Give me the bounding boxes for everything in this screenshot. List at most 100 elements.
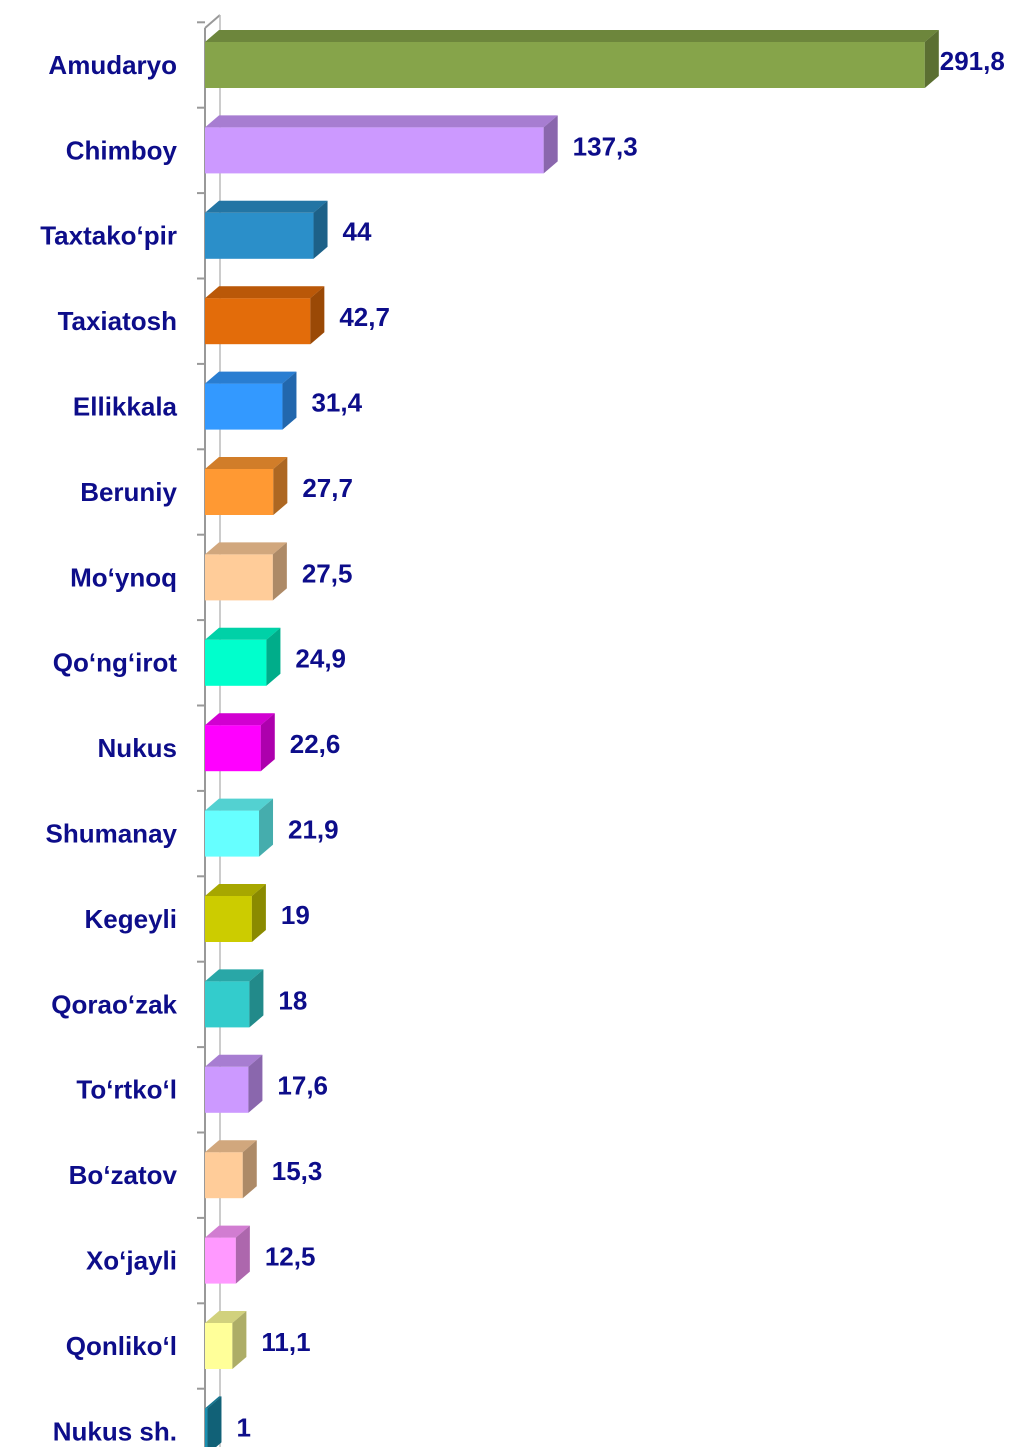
bar <box>205 42 925 88</box>
bar <box>205 554 273 601</box>
bar-top <box>205 1225 250 1238</box>
bar-side <box>249 969 264 1028</box>
bar-top-shade <box>205 30 939 42</box>
bar-side-shade <box>251 884 266 942</box>
bar-top-shade <box>205 1225 250 1238</box>
value-label: 27,7 <box>302 473 353 503</box>
value-label: 1 <box>236 1412 250 1442</box>
bar-side-shade <box>242 1140 257 1199</box>
value-label: 12,5 <box>265 1241 316 1271</box>
bar-top <box>205 1396 222 1409</box>
category-label: Nukus <box>98 733 177 763</box>
bar-side-shade <box>282 371 297 430</box>
bar-side <box>259 798 274 857</box>
bar-top <box>205 1311 247 1323</box>
bar-top-shade <box>205 542 287 555</box>
category-label: Nukus sh. <box>53 1416 177 1446</box>
bar-side-shade <box>266 627 281 686</box>
bar-top <box>205 115 558 128</box>
bar-side-shade <box>310 286 325 345</box>
bar-top <box>205 884 266 896</box>
bar-top-shade <box>205 371 297 384</box>
bar-top-shade <box>205 200 328 213</box>
bar-side-shade <box>543 115 558 174</box>
category-label: Qo‘ng‘irot <box>53 648 178 678</box>
value-label: 15,3 <box>272 1156 323 1186</box>
bar <box>205 1066 249 1113</box>
bar-top-shade <box>205 969 264 982</box>
category-label: Qorao‘zak <box>51 989 177 1019</box>
bar-top <box>205 30 939 42</box>
category-label: Chimboy <box>66 135 178 165</box>
bar-top-shade <box>205 115 558 128</box>
bar-top <box>205 1054 263 1067</box>
bar-side-shade <box>260 713 275 772</box>
value-label: 31,4 <box>311 387 362 417</box>
bar-top <box>205 286 325 299</box>
bar-top <box>205 627 281 640</box>
bar <box>205 896 252 942</box>
category-label: Ellikkala <box>73 391 178 421</box>
bar-side <box>313 200 328 259</box>
bar <box>205 383 283 430</box>
bar-side <box>207 1396 222 1447</box>
bar <box>205 212 314 259</box>
value-label: 11,1 <box>261 1327 310 1357</box>
bar <box>205 1408 208 1447</box>
bar-side <box>310 286 325 345</box>
category-label: Kegeyli <box>85 904 178 934</box>
bar <box>205 725 261 772</box>
value-label: 18 <box>278 985 307 1015</box>
bar <box>205 298 311 345</box>
category-label: Taxiatosh <box>58 306 177 336</box>
bar-top-shade <box>205 457 288 469</box>
bar-side-shade <box>272 542 287 601</box>
bar-top-shade <box>205 627 281 640</box>
bar-top <box>205 1140 257 1153</box>
value-label: 17,6 <box>277 1071 328 1101</box>
bar-side-shade <box>273 457 288 515</box>
bar-top-shade <box>205 713 275 726</box>
value-label: 137,3 <box>573 131 638 161</box>
category-label: Taxtako‘pir <box>40 221 177 251</box>
bar <box>205 1152 243 1199</box>
bar-top <box>205 457 288 469</box>
category-label: Qonliko‘l <box>66 1331 177 1361</box>
bar-side <box>543 115 558 174</box>
bar-side <box>235 1225 250 1284</box>
bar-top <box>205 713 275 726</box>
bar-top <box>205 798 274 811</box>
bar-side-shade <box>259 798 274 857</box>
value-label: 19 <box>281 900 310 930</box>
bar-side <box>924 30 939 88</box>
bar <box>205 1237 236 1284</box>
bar-side <box>282 371 297 430</box>
bar-side <box>272 542 287 601</box>
bar-side-shade <box>235 1225 250 1284</box>
bar-side <box>266 627 281 686</box>
bar <box>205 639 267 686</box>
axis-wall <box>204 14 221 29</box>
value-label: 22,6 <box>290 729 341 759</box>
value-label: 44 <box>343 217 372 247</box>
bar-top <box>205 542 287 555</box>
bar-side <box>273 457 288 515</box>
value-label: 21,9 <box>288 814 339 844</box>
category-label: Beruniy <box>80 477 177 507</box>
bar-top-shade <box>205 1140 257 1153</box>
bar-side-shade <box>313 200 328 259</box>
bar-side-shade <box>207 1396 222 1447</box>
category-label: Xo‘jayli <box>86 1245 177 1275</box>
value-label: 24,9 <box>295 644 346 674</box>
bar-top-shade <box>205 1396 222 1409</box>
category-label: Bo‘zatov <box>69 1160 178 1190</box>
bar-side-shade <box>249 969 264 1028</box>
bar-top-shade <box>205 884 266 896</box>
bar-side-shade <box>232 1311 247 1369</box>
value-label: 42,7 <box>339 302 390 332</box>
category-label: Shumanay <box>46 818 178 848</box>
bar <box>205 981 250 1028</box>
bar-top <box>205 200 328 213</box>
bar-top-shade <box>205 1054 263 1067</box>
